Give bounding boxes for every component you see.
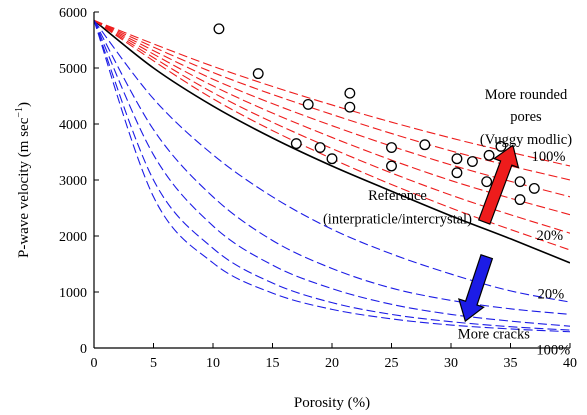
data-point-15 bbox=[481, 176, 493, 188]
data-point-18 bbox=[514, 194, 526, 206]
y-tick-label-0: 0 bbox=[80, 342, 87, 357]
x-tick-label-0: 0 bbox=[91, 356, 98, 371]
data-point-10 bbox=[419, 139, 431, 151]
x-tick-label-15: 15 bbox=[266, 356, 280, 371]
annotation-label-20-cracks: 20% bbox=[538, 287, 565, 303]
rounded-curve-6 bbox=[94, 19, 570, 167]
y-tick-label-6000: 6000 bbox=[59, 6, 87, 21]
rounded-curve-2 bbox=[94, 19, 570, 234]
data-point-16 bbox=[495, 140, 507, 152]
data-point-14 bbox=[483, 149, 495, 161]
cracks-curve-8 bbox=[94, 20, 570, 315]
cracks-curve-11 bbox=[94, 20, 570, 333]
arrows-layer bbox=[458, 144, 520, 323]
data-point-3 bbox=[344, 87, 356, 99]
y-axis-label: P-wave velocity (m sec−1) bbox=[14, 102, 32, 258]
annotation-rounded-line1: More rounded bbox=[485, 87, 568, 103]
x-tick-label-5: 5 bbox=[150, 356, 157, 371]
y-tick-label-2000: 2000 bbox=[59, 230, 87, 245]
rounded-curve-5 bbox=[94, 19, 570, 181]
data-point-2 bbox=[302, 98, 314, 110]
data-point-1 bbox=[252, 68, 264, 80]
annotation-label-100-rounded: 100% bbox=[532, 149, 566, 165]
data-points-layer bbox=[213, 23, 540, 206]
data-point-19 bbox=[528, 182, 540, 194]
data-point-11 bbox=[451, 153, 463, 165]
annotation-reference-line2: (interpraticle/intercrystal) bbox=[323, 212, 472, 228]
axes-layer: 0 5 10 15 20 25 30 35 40 0 1000 2000 3000 4000 5000 600… bbox=[59, 6, 577, 371]
annotation-rounded-line3: (Vuggy modlic) bbox=[480, 132, 572, 148]
x-tick-label-10: 10 bbox=[206, 356, 220, 371]
rounded-curve-4 bbox=[94, 19, 570, 198]
data-point-9 bbox=[386, 160, 397, 172]
x-axis-label: Porosity (%) bbox=[294, 395, 370, 411]
data-point-13 bbox=[466, 156, 478, 167]
data-point-6 bbox=[314, 142, 326, 153]
more-cracks-arrow bbox=[458, 254, 494, 323]
y-tick-label-1000: 1000 bbox=[59, 286, 87, 301]
cracks-curve-10 bbox=[94, 20, 570, 331]
data-point-8 bbox=[386, 142, 397, 153]
data-point-17 bbox=[514, 176, 526, 188]
data-point-5 bbox=[290, 138, 302, 150]
x-tick-label-30: 30 bbox=[444, 356, 458, 371]
y-axis-label-close: ) bbox=[16, 102, 32, 107]
x-tick-label-40: 40 bbox=[563, 356, 577, 371]
data-point-7 bbox=[326, 153, 338, 165]
x-tick-label-35: 35 bbox=[504, 356, 518, 371]
y-tick-label-5000: 5000 bbox=[59, 62, 87, 77]
annotation-rounded-line2: pores bbox=[510, 109, 542, 125]
data-point-12 bbox=[451, 167, 463, 179]
reference-curve-0 bbox=[94, 19, 570, 264]
annotation-cracks-label: More cracks bbox=[458, 326, 530, 342]
annotation-label-20-rounded: 20% bbox=[536, 228, 563, 244]
y-tick-label-4000: 4000 bbox=[59, 118, 87, 133]
annotation-label-100-cracks: 100% bbox=[536, 343, 570, 359]
data-point-4 bbox=[344, 101, 356, 113]
y-tick-label-3000: 3000 bbox=[59, 174, 87, 189]
x-tick-label-20: 20 bbox=[325, 356, 339, 371]
x-tick-label-25: 25 bbox=[385, 356, 399, 371]
annotation-reference-line1: Reference bbox=[368, 188, 427, 204]
rounded-pores-arrow bbox=[477, 144, 520, 225]
data-point-0 bbox=[213, 23, 225, 35]
y-axis-label-sup: −1 bbox=[14, 107, 25, 118]
y-axis-label-main: P-wave velocity (m sec bbox=[16, 117, 32, 258]
cracks-curve-9 bbox=[94, 20, 570, 327]
